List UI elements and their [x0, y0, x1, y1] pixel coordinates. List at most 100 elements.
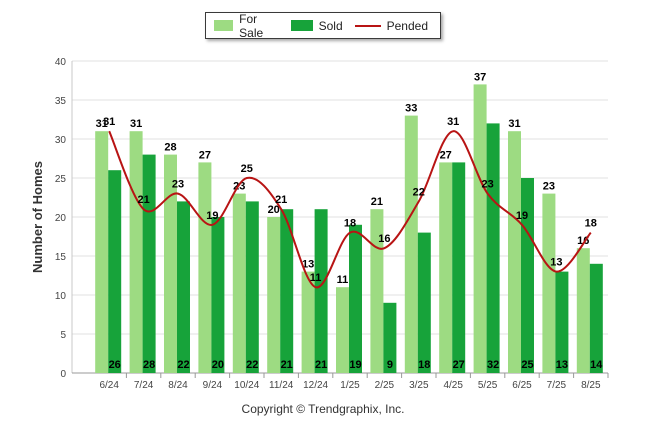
data-label-pended: 23: [481, 179, 493, 191]
data-label-pended: 31: [103, 116, 115, 128]
data-label-for-sale: 21: [371, 196, 383, 208]
data-label-for-sale: 11: [337, 274, 349, 286]
bar-sold: [349, 224, 362, 373]
bar-sold: [108, 170, 122, 373]
bar-for-sale: [129, 131, 143, 373]
y-tick-label: 25: [55, 174, 67, 185]
x-tick-label: 2/25: [375, 380, 395, 391]
data-label-sold: 26: [109, 359, 121, 371]
data-label-for-sale: 28: [164, 142, 176, 154]
bar-sold: [383, 302, 397, 373]
x-tick-label: 8/25: [581, 380, 601, 391]
x-tick-label: 12/24: [303, 380, 328, 391]
data-label-sold: 20: [212, 359, 224, 371]
bar-sold: [280, 209, 294, 373]
legend-swatch-for-sale: [214, 20, 234, 31]
bar-sold: [452, 162, 466, 373]
bar-sold: [589, 263, 603, 373]
data-label-sold: 18: [418, 359, 430, 371]
data-label-sold: 25: [521, 359, 533, 371]
bar-for-sale: [439, 162, 453, 373]
data-label-for-sale: 37: [474, 71, 486, 83]
data-label-pended: 22: [413, 186, 425, 198]
data-label-sold: 21: [315, 359, 327, 371]
legend-swatch-sold: [290, 20, 313, 31]
x-tick-label: 11/24: [269, 380, 294, 391]
x-tick-label: 5/25: [478, 380, 498, 391]
legend-item-for-sale[interactable]: For Sale: [214, 12, 279, 40]
legend-label-sold: Sold: [318, 18, 343, 33]
pended-line: [108, 130, 592, 289]
y-tick-label: 15: [55, 252, 67, 263]
x-tick-label: 1/25: [340, 380, 360, 391]
data-label-for-sale: 33: [405, 103, 417, 115]
bar-for-sale: [404, 115, 418, 373]
bar-for-sale: [198, 162, 212, 373]
data-label-pended: 19: [516, 210, 528, 222]
data-label-sold: 13: [556, 359, 568, 371]
x-tick-label: 6/24: [99, 380, 119, 391]
bar-sold: [177, 201, 190, 373]
y-tick-label: 35: [55, 96, 67, 107]
y-tick-label: 5: [60, 330, 66, 341]
x-tick-label: 4/25: [443, 380, 463, 391]
data-label-pended: 18: [585, 218, 597, 230]
data-label-for-sale: 27: [199, 149, 211, 161]
data-label-sold: 21: [281, 359, 293, 371]
data-label-for-sale: 20: [268, 204, 280, 216]
x-tick-label: 8/24: [168, 380, 188, 391]
legend-item-sold[interactable]: Sold: [290, 18, 343, 33]
bar-for-sale: [370, 209, 384, 373]
data-label-sold: 19: [349, 359, 361, 371]
bar-for-sale: [301, 271, 315, 373]
bar-for-sale: [576, 248, 590, 373]
data-label-for-sale: 27: [440, 149, 452, 161]
data-label-for-sale: 31: [96, 118, 108, 130]
bar-for-sale: [267, 217, 281, 373]
data-label-pended: 16: [378, 233, 390, 245]
copyright-credit: Copyright © Trendgraphix, Inc.: [241, 402, 405, 416]
data-label-for-sale: 31: [130, 118, 142, 130]
x-tick-label: 7/24: [134, 380, 154, 391]
data-label-sold: 27: [453, 359, 465, 371]
data-label-sold: 9: [387, 359, 393, 371]
data-label-pended: 11: [310, 272, 322, 284]
bar-for-sale: [336, 287, 349, 373]
y-tick-label: 30: [55, 135, 67, 146]
bar-for-sale: [232, 193, 246, 373]
bar-for-sale: [95, 131, 109, 373]
data-label-sold: 22: [177, 359, 189, 371]
data-label-sold: 32: [487, 359, 499, 371]
bar-sold: [555, 271, 569, 373]
y-tick-label: 20: [55, 213, 67, 224]
x-tick-label: 7/25: [547, 380, 567, 391]
bar-sold: [314, 209, 328, 373]
data-label-pended: 18: [344, 218, 356, 230]
data-label-pended: 25: [241, 163, 253, 175]
data-label-for-sale: 31: [508, 118, 520, 130]
x-tick-label: 3/25: [409, 380, 429, 391]
y-tick-label: 10: [55, 291, 67, 302]
data-label-pended: 21: [275, 194, 287, 206]
legend-label-for-sale: For Sale: [239, 11, 264, 40]
bar-for-sale: [542, 193, 556, 373]
bar-sold: [245, 201, 259, 373]
bar-sold: [486, 123, 500, 374]
legend-item-pended[interactable]: Pended: [354, 18, 428, 33]
data-label-pended: 13: [550, 257, 562, 269]
x-tick-label: 9/24: [203, 380, 223, 391]
bar-sold: [521, 178, 534, 373]
bar-sold: [142, 154, 156, 373]
legend: For Sale Sold Pended: [205, 12, 441, 40]
data-label-sold: 22: [246, 359, 258, 371]
data-label-pended: 21: [137, 194, 149, 206]
bar-for-sale: [164, 154, 177, 373]
y-tick-label: 0: [60, 369, 66, 380]
x-tick-label: 6/25: [512, 380, 532, 391]
data-label-sold: 14: [590, 359, 603, 371]
y-axis-label: Number of Homes: [30, 161, 45, 273]
legend-swatch-pended: [354, 24, 381, 27]
legend-label-pended: Pended: [386, 18, 428, 33]
